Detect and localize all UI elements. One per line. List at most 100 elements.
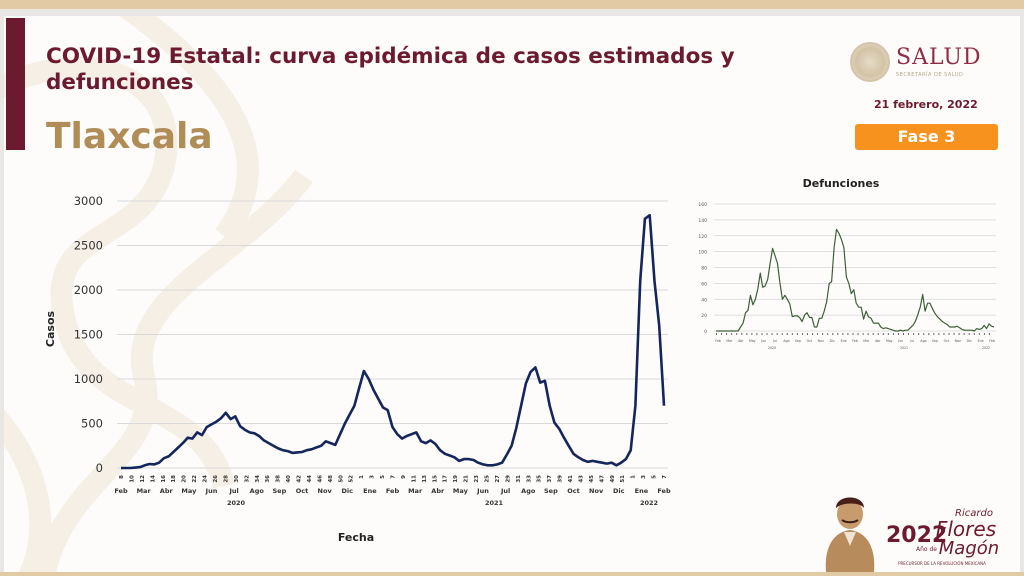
y-tick-label: 1500 <box>74 328 103 342</box>
week-tick <box>776 333 778 335</box>
accent-bar <box>6 18 25 150</box>
week-tick <box>781 333 783 335</box>
month-label: Jun <box>476 487 489 495</box>
y-tick-label: 100 <box>698 250 707 256</box>
week-tick <box>857 333 859 335</box>
week-tick <box>731 333 733 335</box>
cases-chart-week-ticks: 8 10 12 14 16 18 20 22 24 26 28 30 32 34 36 38 40 42 44 46 4… <box>119 475 668 483</box>
month-label: Mar <box>863 339 870 343</box>
week-tick-label: 31 <box>516 475 522 483</box>
month-label: Oct <box>944 339 950 343</box>
month-label: Oct <box>567 487 580 495</box>
y-tick-label: 0 <box>704 329 707 335</box>
week-tick <box>978 333 980 335</box>
cases-chart-y-ticks: 0 500 1000 1500 2000 2500 3000 <box>74 194 103 475</box>
week-tick-label: 51 <box>620 475 626 483</box>
week-tick <box>903 333 905 335</box>
week-tick-label: 33 <box>526 475 532 483</box>
week-tick-label: 25 <box>484 475 490 483</box>
week-tick-label: 28 <box>223 475 229 483</box>
footer-logo-text: Magón <box>939 538 999 559</box>
month-label: Jun <box>897 339 903 343</box>
phase-badge: Fase 3 <box>855 124 998 150</box>
footer-logo-text: Flores <box>936 517 996 541</box>
week-tick <box>867 333 869 335</box>
month-label: Mar <box>408 487 423 495</box>
year-label: 2020 <box>768 346 776 350</box>
week-tick <box>892 333 894 335</box>
week-tick-label: 34 <box>255 475 261 483</box>
week-tick <box>973 333 975 335</box>
month-label: May <box>886 339 893 343</box>
year-label: 2022 <box>982 346 990 350</box>
week-tick-label: 9 <box>401 475 407 479</box>
month-label: Ago <box>521 487 536 495</box>
week-tick-label: 49 <box>610 475 616 483</box>
month-label: Abr <box>160 487 174 495</box>
week-tick <box>771 333 773 335</box>
month-label: Ago <box>250 487 265 495</box>
month-label: Oct <box>807 339 813 343</box>
month-label: Ene <box>841 339 847 343</box>
portrait-icon <box>825 497 875 572</box>
footer-logo-text: Año de <box>916 546 937 553</box>
y-tick-label: 20 <box>701 313 707 319</box>
week-tick-label: 45 <box>589 475 595 483</box>
week-tick-label: 50 <box>338 475 344 483</box>
week-tick-label: 5 <box>652 475 658 479</box>
slide: COVID-19 Estatal: curva epidémica de cas… <box>4 16 1020 572</box>
month-label: Feb <box>989 339 995 343</box>
week-tick-label: 20 <box>182 475 188 483</box>
month-label: Jul <box>228 487 238 495</box>
month-label: Nov <box>318 487 333 495</box>
y-tick-label: 40 <box>701 297 707 303</box>
week-tick <box>928 333 930 335</box>
week-tick <box>827 333 829 335</box>
week-tick-label: 22 <box>192 475 198 483</box>
month-label: Ago <box>783 339 789 343</box>
week-tick <box>716 333 717 335</box>
month-label: Mar <box>726 339 733 343</box>
cases-chart-x-label: Fecha <box>338 531 374 544</box>
week-tick <box>837 333 839 335</box>
week-tick-label: 27 <box>495 475 501 483</box>
week-tick <box>812 333 814 335</box>
flores-magon-2022-logo: 2022 Año de Ricardo Flores Magón PRECURS… <box>825 497 999 572</box>
y-tick-label: 120 <box>698 234 707 240</box>
week-tick <box>796 333 798 335</box>
y-tick-label: 2000 <box>74 283 103 297</box>
salud-logo: SALUD SECRETARÍA DE SALUD <box>850 42 982 82</box>
week-tick-label: 47 <box>599 475 605 483</box>
month-label: Jul <box>500 487 510 495</box>
y-tick-label: 140 <box>698 218 707 224</box>
week-tick <box>877 333 879 335</box>
top-border <box>0 0 1024 9</box>
month-label: Feb <box>114 487 128 495</box>
y-tick-label: 80 <box>701 266 707 272</box>
week-tick <box>918 333 920 335</box>
report-date: 21 febrero, 2022 <box>874 98 978 111</box>
month-label: Dic <box>613 487 625 495</box>
week-tick-label: 10 <box>129 475 135 483</box>
footer-logo-text: 2022 <box>886 523 947 548</box>
week-tick <box>862 333 864 335</box>
week-tick-label: 8 <box>119 475 125 479</box>
month-label: Sep <box>544 487 558 495</box>
week-tick <box>721 333 723 335</box>
week-tick <box>741 333 743 335</box>
month-label: Jun <box>760 339 766 343</box>
month-label: Feb <box>852 339 858 343</box>
week-tick-label: 24 <box>203 475 209 483</box>
bottom-border <box>0 572 1024 576</box>
week-tick <box>751 333 753 335</box>
week-tick <box>736 333 738 335</box>
deaths-chart-grid <box>714 203 996 332</box>
week-tick <box>988 333 990 335</box>
week-tick <box>938 333 940 335</box>
month-label: Nov <box>818 339 824 343</box>
deaths-line <box>716 228 995 332</box>
month-label: Jun <box>205 487 218 495</box>
week-tick-label: 11 <box>411 475 417 483</box>
month-label: Abr <box>738 339 744 343</box>
